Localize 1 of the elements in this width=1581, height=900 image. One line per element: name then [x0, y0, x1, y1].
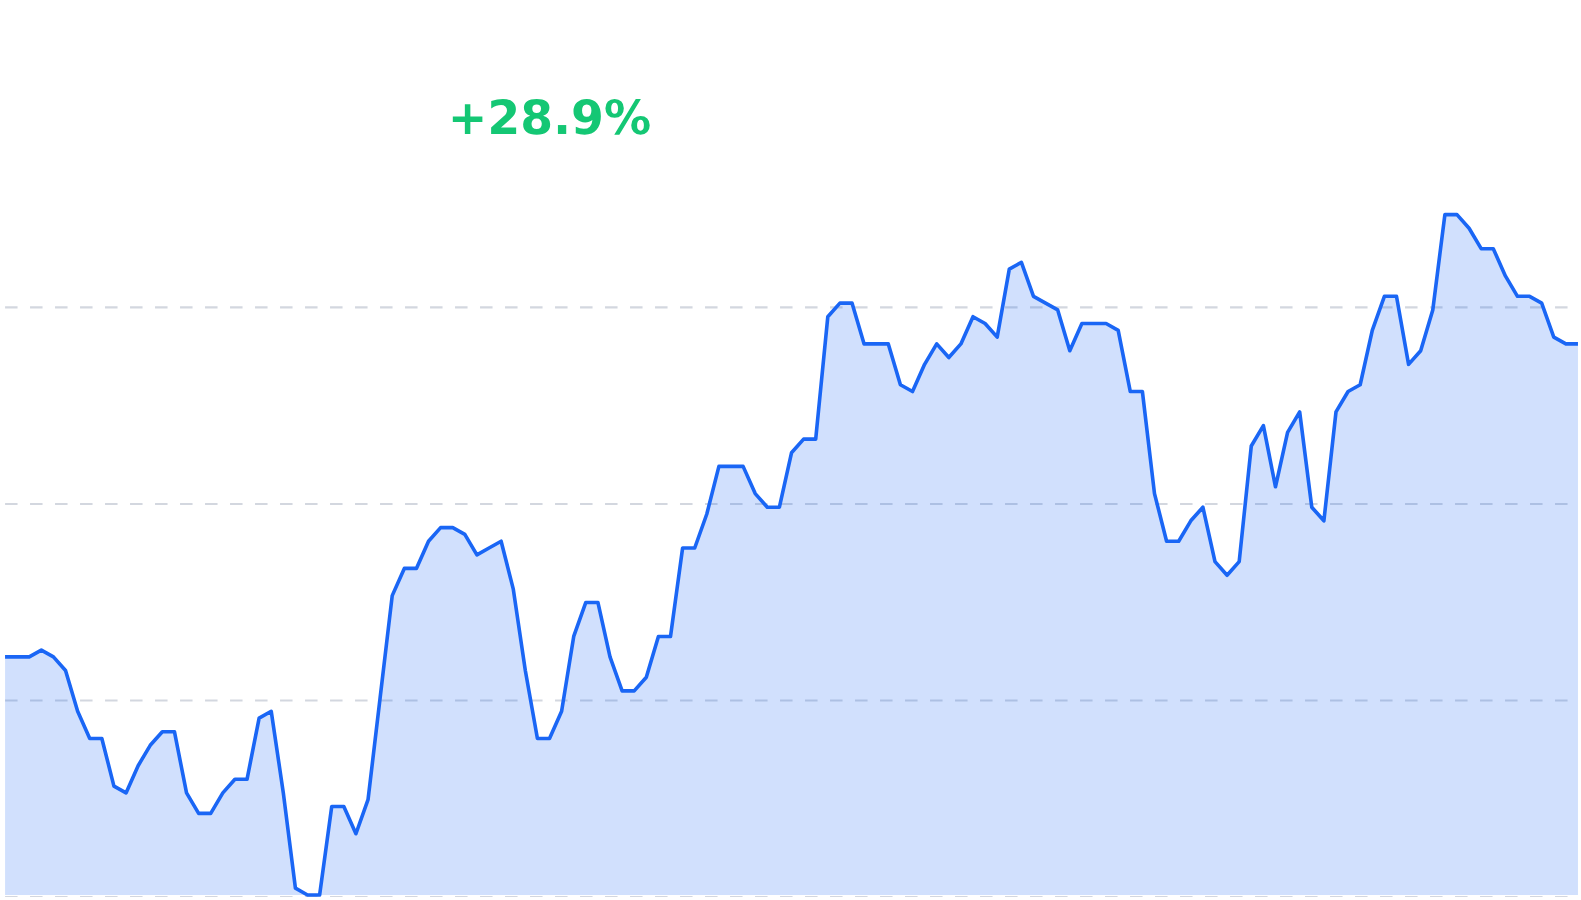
- text: +28.9%: [452, 98, 650, 135]
